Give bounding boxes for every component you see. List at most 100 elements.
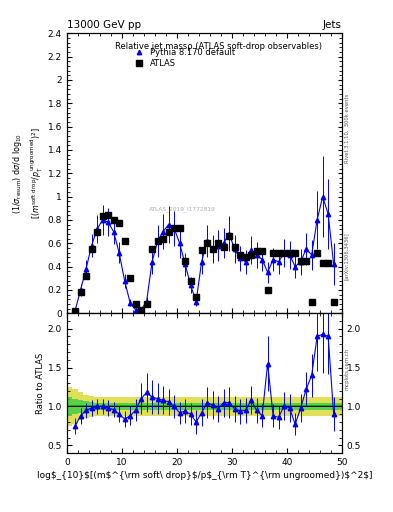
ATLAS (216, 240, 220, 246)
Text: Relative jet massρ (ATLAS soft-drop observables): Relative jet massρ (ATLAS soft-drop obse… (115, 41, 321, 51)
ATLAS (249, 252, 253, 258)
ATLAS (293, 249, 298, 255)
Pythia 8.170 default (298, 259, 303, 265)
Pythia 8.170 default (89, 243, 94, 249)
Pythia 8.170 default (331, 261, 336, 267)
Pythia 8.170 default (238, 255, 242, 262)
Pythia 8.170 default (194, 298, 198, 305)
Text: Rivet 3.1.10,  300k events: Rivet 3.1.10, 300k events (344, 93, 349, 163)
ATLAS (139, 307, 143, 313)
ATLAS (155, 238, 160, 244)
Pythia 8.170 default (249, 247, 253, 253)
Pythia 8.170 default (117, 249, 121, 255)
ATLAS (199, 247, 204, 253)
Pythia 8.170 default (205, 238, 209, 244)
Pythia 8.170 default (216, 243, 220, 249)
Text: Jets: Jets (323, 19, 342, 30)
Y-axis label: $(1/\sigma_{\rm resum})$ d$\sigma$/d log$_{10}$
$[(m^{\rm soft\ drop}/p_{\rm T}^: $(1/\sigma_{\rm resum})$ d$\sigma$/d log… (11, 127, 45, 219)
ATLAS (122, 238, 127, 244)
Text: [arXiv:1306.3436]: [arXiv:1306.3436] (344, 232, 349, 280)
Line: Pythia 8.170 default: Pythia 8.170 default (73, 195, 336, 313)
ATLAS (298, 258, 303, 264)
Pythia 8.170 default (232, 246, 237, 252)
ATLAS (84, 273, 88, 279)
Pythia 8.170 default (293, 264, 298, 270)
Pythia 8.170 default (100, 217, 105, 223)
ATLAS (265, 287, 270, 293)
Pythia 8.170 default (161, 228, 165, 234)
ATLAS (326, 260, 331, 266)
ATLAS (287, 249, 292, 255)
Pythia 8.170 default (78, 287, 83, 293)
Pythia 8.170 default (84, 266, 88, 272)
Pythia 8.170 default (199, 259, 204, 265)
ATLAS (150, 246, 154, 252)
Pythia 8.170 default (144, 298, 149, 305)
Pythia 8.170 default (183, 261, 187, 267)
Pythia 8.170 default (150, 259, 154, 265)
Pythia 8.170 default (106, 219, 110, 225)
ATLAS (95, 228, 99, 234)
ATLAS (254, 248, 259, 254)
Pythia 8.170 default (177, 240, 182, 246)
Pythia 8.170 default (111, 228, 116, 234)
Pythia 8.170 default (271, 257, 275, 263)
ATLAS (172, 225, 176, 231)
Pythia 8.170 default (243, 259, 248, 265)
Pythia 8.170 default (282, 249, 286, 255)
Pythia 8.170 default (315, 217, 320, 223)
ATLAS (133, 301, 138, 307)
ATLAS (205, 240, 209, 246)
ATLAS (78, 289, 83, 295)
Pythia 8.170 default (95, 226, 99, 232)
ATLAS (309, 298, 314, 305)
ATLAS (210, 246, 215, 252)
Pythia 8.170 default (122, 278, 127, 284)
ATLAS (73, 308, 77, 314)
ATLAS (89, 246, 94, 252)
Pythia 8.170 default (155, 238, 160, 244)
ATLAS (177, 225, 182, 231)
ATLAS (260, 248, 264, 254)
Pythia 8.170 default (260, 257, 264, 263)
Text: ATLAS_2019_I1772819: ATLAS_2019_I1772819 (149, 207, 216, 212)
ATLAS (282, 249, 286, 255)
Pythia 8.170 default (265, 269, 270, 275)
ATLAS (243, 254, 248, 260)
Pythia 8.170 default (172, 225, 176, 231)
ATLAS (227, 233, 231, 239)
Text: mcplots.cern.ch: mcplots.cern.ch (344, 348, 349, 390)
ATLAS (276, 249, 281, 255)
ATLAS (320, 260, 325, 266)
Text: 13000 GeV pp: 13000 GeV pp (67, 19, 141, 30)
Pythia 8.170 default (287, 252, 292, 258)
ATLAS (111, 217, 116, 223)
ATLAS (315, 249, 320, 255)
Legend: Pythia 8.170 default, ATLAS: Pythia 8.170 default, ATLAS (132, 46, 237, 70)
ATLAS (100, 214, 105, 220)
ATLAS (128, 275, 132, 281)
X-axis label: log$_{10}$[(m$^{\rm soft\ drop}$/p$_{\rm T}^{\rm ungroomed})$^2$]: log$_{10}$[(m$^{\rm soft\ drop}$/p$_{\rm… (37, 471, 372, 480)
Pythia 8.170 default (304, 246, 309, 252)
Pythia 8.170 default (133, 307, 138, 313)
Pythia 8.170 default (188, 282, 193, 288)
Pythia 8.170 default (166, 222, 171, 228)
ATLAS (271, 249, 275, 255)
Line: ATLAS: ATLAS (72, 212, 336, 314)
ATLAS (232, 244, 237, 250)
Pythia 8.170 default (320, 194, 325, 200)
ATLAS (221, 244, 226, 250)
ATLAS (144, 301, 149, 307)
ATLAS (166, 228, 171, 234)
ATLAS (304, 258, 309, 264)
ATLAS (188, 278, 193, 284)
Pythia 8.170 default (309, 252, 314, 258)
Pythia 8.170 default (210, 246, 215, 252)
Pythia 8.170 default (254, 252, 259, 258)
ATLAS (183, 258, 187, 264)
Pythia 8.170 default (276, 259, 281, 265)
ATLAS (161, 236, 165, 242)
ATLAS (238, 252, 242, 258)
Pythia 8.170 default (73, 308, 77, 314)
Pythia 8.170 default (139, 307, 143, 313)
